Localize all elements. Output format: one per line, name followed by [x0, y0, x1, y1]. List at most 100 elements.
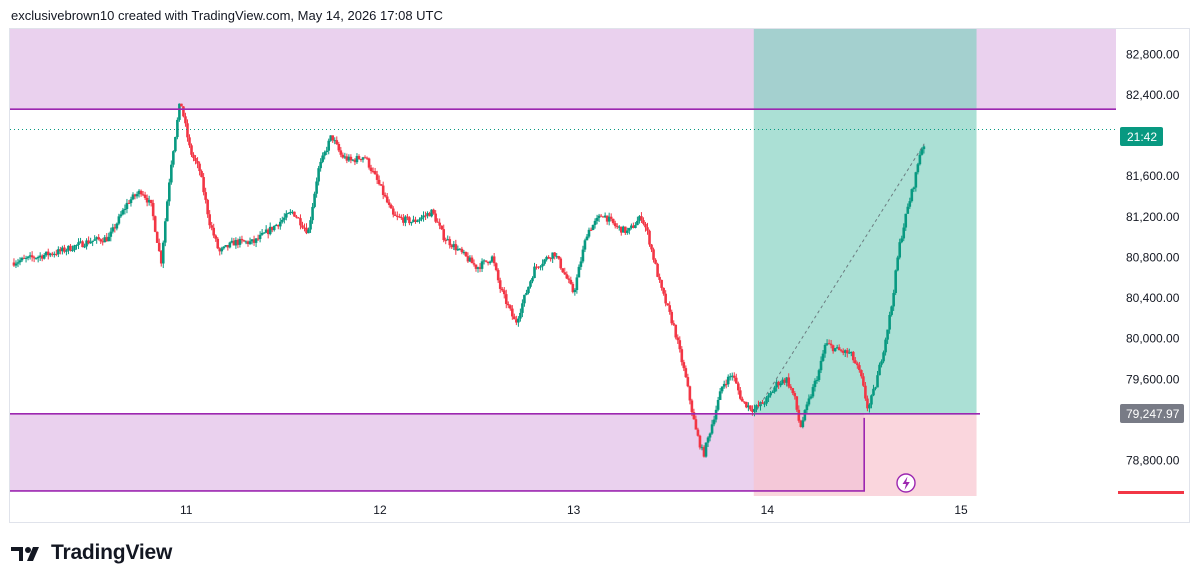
candle-body	[420, 217, 423, 220]
candle-body	[333, 140, 337, 142]
candle-body	[504, 294, 508, 304]
candle-body	[456, 248, 460, 251]
candle-body	[315, 181, 318, 194]
candle-body	[260, 232, 264, 235]
candle-body	[682, 362, 686, 369]
candle-body	[749, 405, 752, 410]
candle-body	[244, 241, 248, 243]
candle-body	[496, 270, 500, 281]
candle-body	[698, 435, 702, 448]
candle-body	[900, 238, 904, 243]
candle-body	[285, 213, 288, 218]
candle-body	[147, 199, 151, 203]
candle-body	[97, 237, 100, 240]
candle-body	[317, 168, 320, 182]
candle-body	[57, 249, 60, 255]
tradingview-logo[interactable]: TradingView	[11, 541, 172, 565]
axis-red-marker	[1118, 491, 1184, 494]
candle-body	[684, 368, 688, 378]
candle-body	[12, 262, 16, 266]
chart-attribution: exclusivebrown10 created with TradingVie…	[11, 8, 443, 23]
candle-body	[101, 241, 105, 243]
x-tick-label: 14	[761, 503, 775, 517]
candle-body	[406, 216, 409, 218]
candle-body	[823, 344, 827, 354]
candle-body	[694, 419, 698, 430]
candle-body	[34, 258, 38, 260]
candle-body	[321, 155, 324, 162]
candle-body	[603, 215, 607, 218]
candle-body	[228, 242, 232, 248]
y-tick-label: 82,400.00	[1126, 88, 1180, 102]
candle-body	[307, 229, 310, 234]
candle-body	[722, 383, 726, 387]
candle-body	[666, 303, 669, 306]
candle-body	[771, 391, 774, 393]
candle-body	[216, 238, 220, 249]
candle-body	[135, 194, 139, 197]
candle-body	[283, 217, 286, 220]
candle-body	[276, 224, 280, 227]
candle-body	[137, 190, 141, 195]
candle-body	[293, 211, 296, 217]
candle-body	[466, 256, 470, 262]
candle-body	[888, 314, 891, 330]
candle-body	[131, 194, 135, 200]
candle-body	[634, 225, 637, 228]
candle-body	[319, 161, 322, 169]
candle-body	[751, 409, 754, 412]
candle-body	[476, 267, 480, 269]
candle-body	[61, 247, 64, 252]
candle-body	[807, 398, 811, 405]
candle-body	[48, 253, 52, 256]
candle-body	[155, 231, 159, 243]
candle-body	[811, 387, 815, 397]
candle-body	[835, 347, 839, 349]
candle-body	[303, 227, 306, 229]
candle-body	[289, 212, 292, 214]
candle-body	[484, 260, 488, 262]
candle-body	[81, 241, 84, 248]
candle-body	[176, 119, 179, 138]
candle-body	[724, 383, 728, 385]
candle-body	[270, 226, 274, 231]
candle-body	[71, 250, 74, 252]
candle-body	[85, 240, 88, 247]
candle-body	[83, 246, 86, 248]
candle-body	[914, 172, 918, 188]
candle-body	[789, 386, 793, 389]
lightning-icon[interactable]	[896, 473, 916, 493]
candle-body	[517, 318, 520, 323]
candle-body	[783, 379, 787, 383]
candle-body	[218, 248, 222, 252]
candle-body	[357, 156, 361, 160]
y-tick-label: 82,800.00	[1126, 47, 1180, 61]
candle-body	[874, 387, 877, 389]
candle-body	[492, 256, 496, 264]
zone-rect-2	[10, 413, 865, 491]
position-price-label: 79,247.97	[1126, 407, 1180, 421]
candle-body	[402, 217, 405, 223]
candle-body	[745, 401, 748, 408]
candle-body	[178, 103, 181, 120]
candle-body	[779, 383, 782, 386]
candle-body	[365, 157, 369, 159]
candle-body	[890, 306, 893, 315]
candle-body	[843, 350, 847, 353]
candle-body	[258, 234, 262, 240]
candle-body	[860, 370, 863, 377]
candle-body	[432, 209, 435, 214]
candle-body	[847, 352, 851, 354]
candle-body	[63, 247, 66, 252]
candle-body	[379, 184, 383, 186]
candle-body	[571, 283, 575, 293]
candle-body	[349, 156, 353, 161]
candle-body	[371, 171, 375, 173]
candle-body	[541, 263, 544, 267]
candle-body	[803, 410, 807, 421]
candle-body	[521, 303, 524, 313]
candle-body	[706, 437, 710, 443]
candle-body	[38, 255, 42, 257]
x-tick-label: 13	[567, 503, 581, 517]
